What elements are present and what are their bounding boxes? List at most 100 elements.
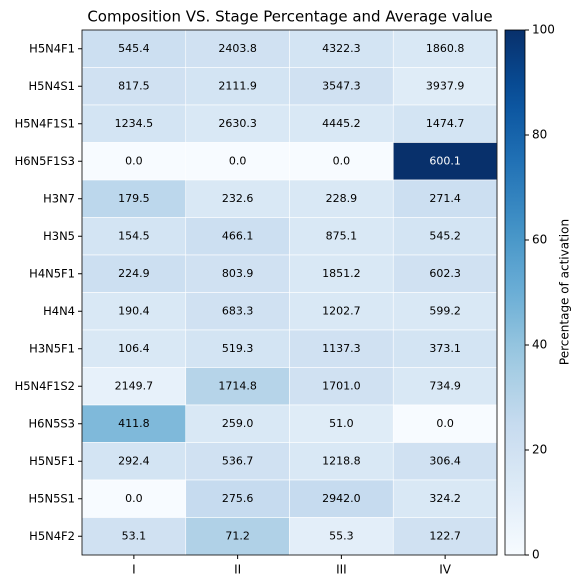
colorbar-tick-label: 60: [532, 233, 547, 247]
cell-annotation: 1851.2: [322, 267, 361, 280]
heatmap-cell: [289, 517, 394, 556]
cell-annotation: 106.4: [118, 342, 150, 355]
cell-annotation: 122.7: [429, 529, 461, 542]
cell-annotation: 1474.7: [426, 117, 465, 130]
x-tick-label: III: [336, 563, 347, 577]
cell-annotation: 0.0: [229, 154, 247, 167]
cell-annotation: 271.4: [429, 192, 461, 205]
cell-annotation: 875.1: [326, 229, 358, 242]
y-tick-label: H6N5S3: [29, 416, 76, 430]
heatmap-cell: [185, 217, 290, 256]
y-tick-label: H3N5F1: [29, 341, 75, 355]
cell-annotation: 55.3: [329, 529, 354, 542]
heatmap-cell: [392, 367, 498, 406]
cell-annotation: 734.9: [429, 379, 461, 392]
cell-annotation: 817.5: [118, 79, 150, 92]
y-tick-label: H5N5S1: [29, 491, 76, 505]
heatmap-cell: [185, 442, 290, 481]
y-tick-label: H3N5: [43, 229, 75, 243]
colorbar-tick-label: 0: [532, 548, 540, 562]
heatmap-cell: [185, 142, 290, 181]
cell-annotation: 2942.0: [322, 492, 361, 505]
heatmap-cell: [289, 217, 394, 256]
cell-annotation: 1234.5: [115, 117, 154, 130]
heatmap-cell: [289, 329, 394, 368]
colorbar-tick-label: 40: [532, 338, 547, 352]
cell-annotation: 519.3: [222, 342, 254, 355]
cell-annotation: 1701.0: [322, 379, 361, 392]
y-tick-label: H4N5F1: [29, 266, 75, 280]
heatmap-cell: [81, 479, 187, 518]
cell-annotation: 1860.8: [426, 42, 465, 55]
cell-annotation: 600.1: [429, 154, 461, 167]
cell-annotation: 466.1: [222, 229, 254, 242]
heatmap-cell: [289, 367, 394, 406]
cell-annotation: 179.5: [118, 192, 150, 205]
heatmap-cell: [392, 29, 498, 68]
cell-annotation: 545.2: [429, 229, 461, 242]
heatmap-cell: [185, 479, 290, 518]
heatmap-cell: [392, 442, 498, 481]
y-tick-label: H5N4F1: [29, 41, 75, 55]
cell-annotation: 228.9: [326, 192, 358, 205]
x-tick-label: I: [132, 563, 136, 577]
heatmap-cell: [289, 292, 394, 331]
cell-annotation: 275.6: [222, 492, 254, 505]
colorbar-tick-label: 20: [532, 443, 547, 457]
colorbar-tick-label: 80: [532, 128, 547, 142]
cell-annotation: 190.4: [118, 304, 150, 317]
cell-annotation: 1714.8: [218, 379, 257, 392]
cell-annotation: 306.4: [429, 454, 461, 467]
heatmap-cell: [81, 179, 187, 218]
heatmap-cell: [81, 29, 187, 68]
heatmap-cell: [185, 517, 290, 556]
heatmap-cell: [185, 104, 290, 143]
cell-annotation: 154.5: [118, 229, 150, 242]
heatmap-cell: [392, 179, 498, 218]
heatmap-cell: [392, 67, 498, 106]
cell-annotation: 0.0: [125, 492, 143, 505]
cell-annotation: 292.4: [118, 454, 150, 467]
cell-annotation: 3937.9: [426, 79, 465, 92]
heatmap-cell: [392, 329, 498, 368]
heatmap-cell: [392, 142, 498, 181]
heatmap-cell: [289, 179, 394, 218]
cell-annotation: 0.0: [436, 417, 454, 430]
cell-annotation: 2403.8: [218, 42, 257, 55]
chart-title: Composition VS. Stage Percentage and Ave…: [87, 8, 492, 26]
cell-annotation: 224.9: [118, 267, 150, 280]
y-tick-label: H5N4S1: [29, 79, 76, 93]
heatmap-cell: [289, 479, 394, 518]
y-tick-label: H6N5F1S3: [15, 154, 75, 168]
heatmap-cell: [392, 517, 498, 556]
heatmap-cell: [289, 142, 394, 181]
cell-annotation: 2111.9: [218, 79, 257, 92]
cell-annotation: 803.9: [222, 267, 254, 280]
cell-annotation: 259.0: [222, 417, 254, 430]
heatmap-cell: [185, 67, 290, 106]
y-tick-label: H5N4F2: [29, 529, 75, 543]
cell-annotation: 545.4: [118, 42, 150, 55]
cell-annotation: 51.0: [329, 417, 354, 430]
x-tick-label: IV: [439, 563, 452, 577]
cell-annotation: 324.2: [429, 492, 461, 505]
heatmap-cell: [81, 292, 187, 331]
cell-annotation: 2630.3: [218, 117, 257, 130]
cell-annotation: 0.0: [125, 154, 143, 167]
heatmap-cell: [185, 404, 290, 443]
heatmap-cell: [289, 404, 394, 443]
y-tick-label: H5N4F1S2: [15, 379, 75, 393]
heatmap-cell: [185, 179, 290, 218]
colorbar-tick-label: 100: [532, 23, 555, 37]
cell-annotation: 2149.7: [115, 379, 154, 392]
heatmap-cell: [185, 29, 290, 68]
cell-annotation: 1137.3: [322, 342, 361, 355]
heatmap-cell: [81, 367, 187, 406]
cell-annotation: 602.3: [429, 267, 461, 280]
cell-annotation: 0.0: [333, 154, 351, 167]
x-tick-label: II: [234, 563, 241, 577]
heatmap-cell: [81, 217, 187, 256]
cell-annotation: 71.2: [225, 529, 250, 542]
y-tick-label: H5N5F1: [29, 454, 75, 468]
